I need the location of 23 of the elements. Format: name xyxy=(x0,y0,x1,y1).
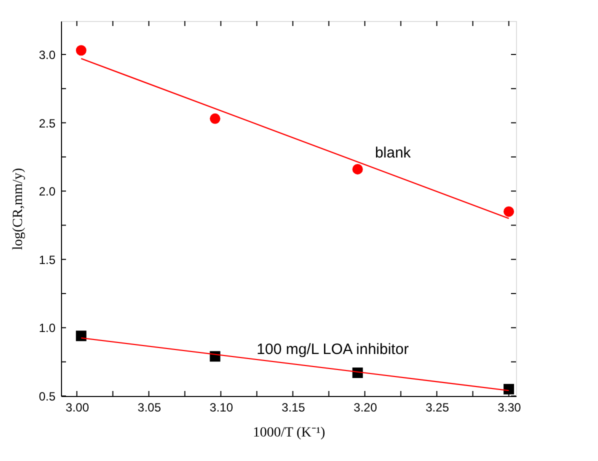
y-tick-label: 3.0 xyxy=(38,48,56,62)
x-axis-title: 1000/T (K⁻¹) xyxy=(252,426,326,440)
y-axis-title: log(CR,mm/y) xyxy=(10,168,26,250)
point xyxy=(504,206,514,217)
x-tick-label: 3.05 xyxy=(138,400,162,414)
x-tick-label: 3.15 xyxy=(282,400,306,414)
point xyxy=(210,113,220,124)
x-tick-label: 3.20 xyxy=(354,400,378,414)
y-tick-label: 1.0 xyxy=(38,321,56,336)
point xyxy=(76,330,86,342)
point xyxy=(352,164,363,174)
x-tick-label: 3.30 xyxy=(498,400,522,414)
annotation: 100 mg/L LOA inhibitor xyxy=(256,341,409,358)
x-tick-label: 3.25 xyxy=(426,400,450,414)
point xyxy=(504,384,514,394)
y-tick-label: 1.5 xyxy=(38,252,56,267)
point xyxy=(76,45,86,56)
x-tick-label: 3.00 xyxy=(66,400,90,414)
y-tick-label: 0.5 xyxy=(38,390,56,404)
annotation: blank xyxy=(374,144,412,162)
y-tick-label: 2.5 xyxy=(38,116,56,130)
x-tick-label: 3.10 xyxy=(210,400,234,414)
y-tick-label: 2.0 xyxy=(38,184,56,199)
